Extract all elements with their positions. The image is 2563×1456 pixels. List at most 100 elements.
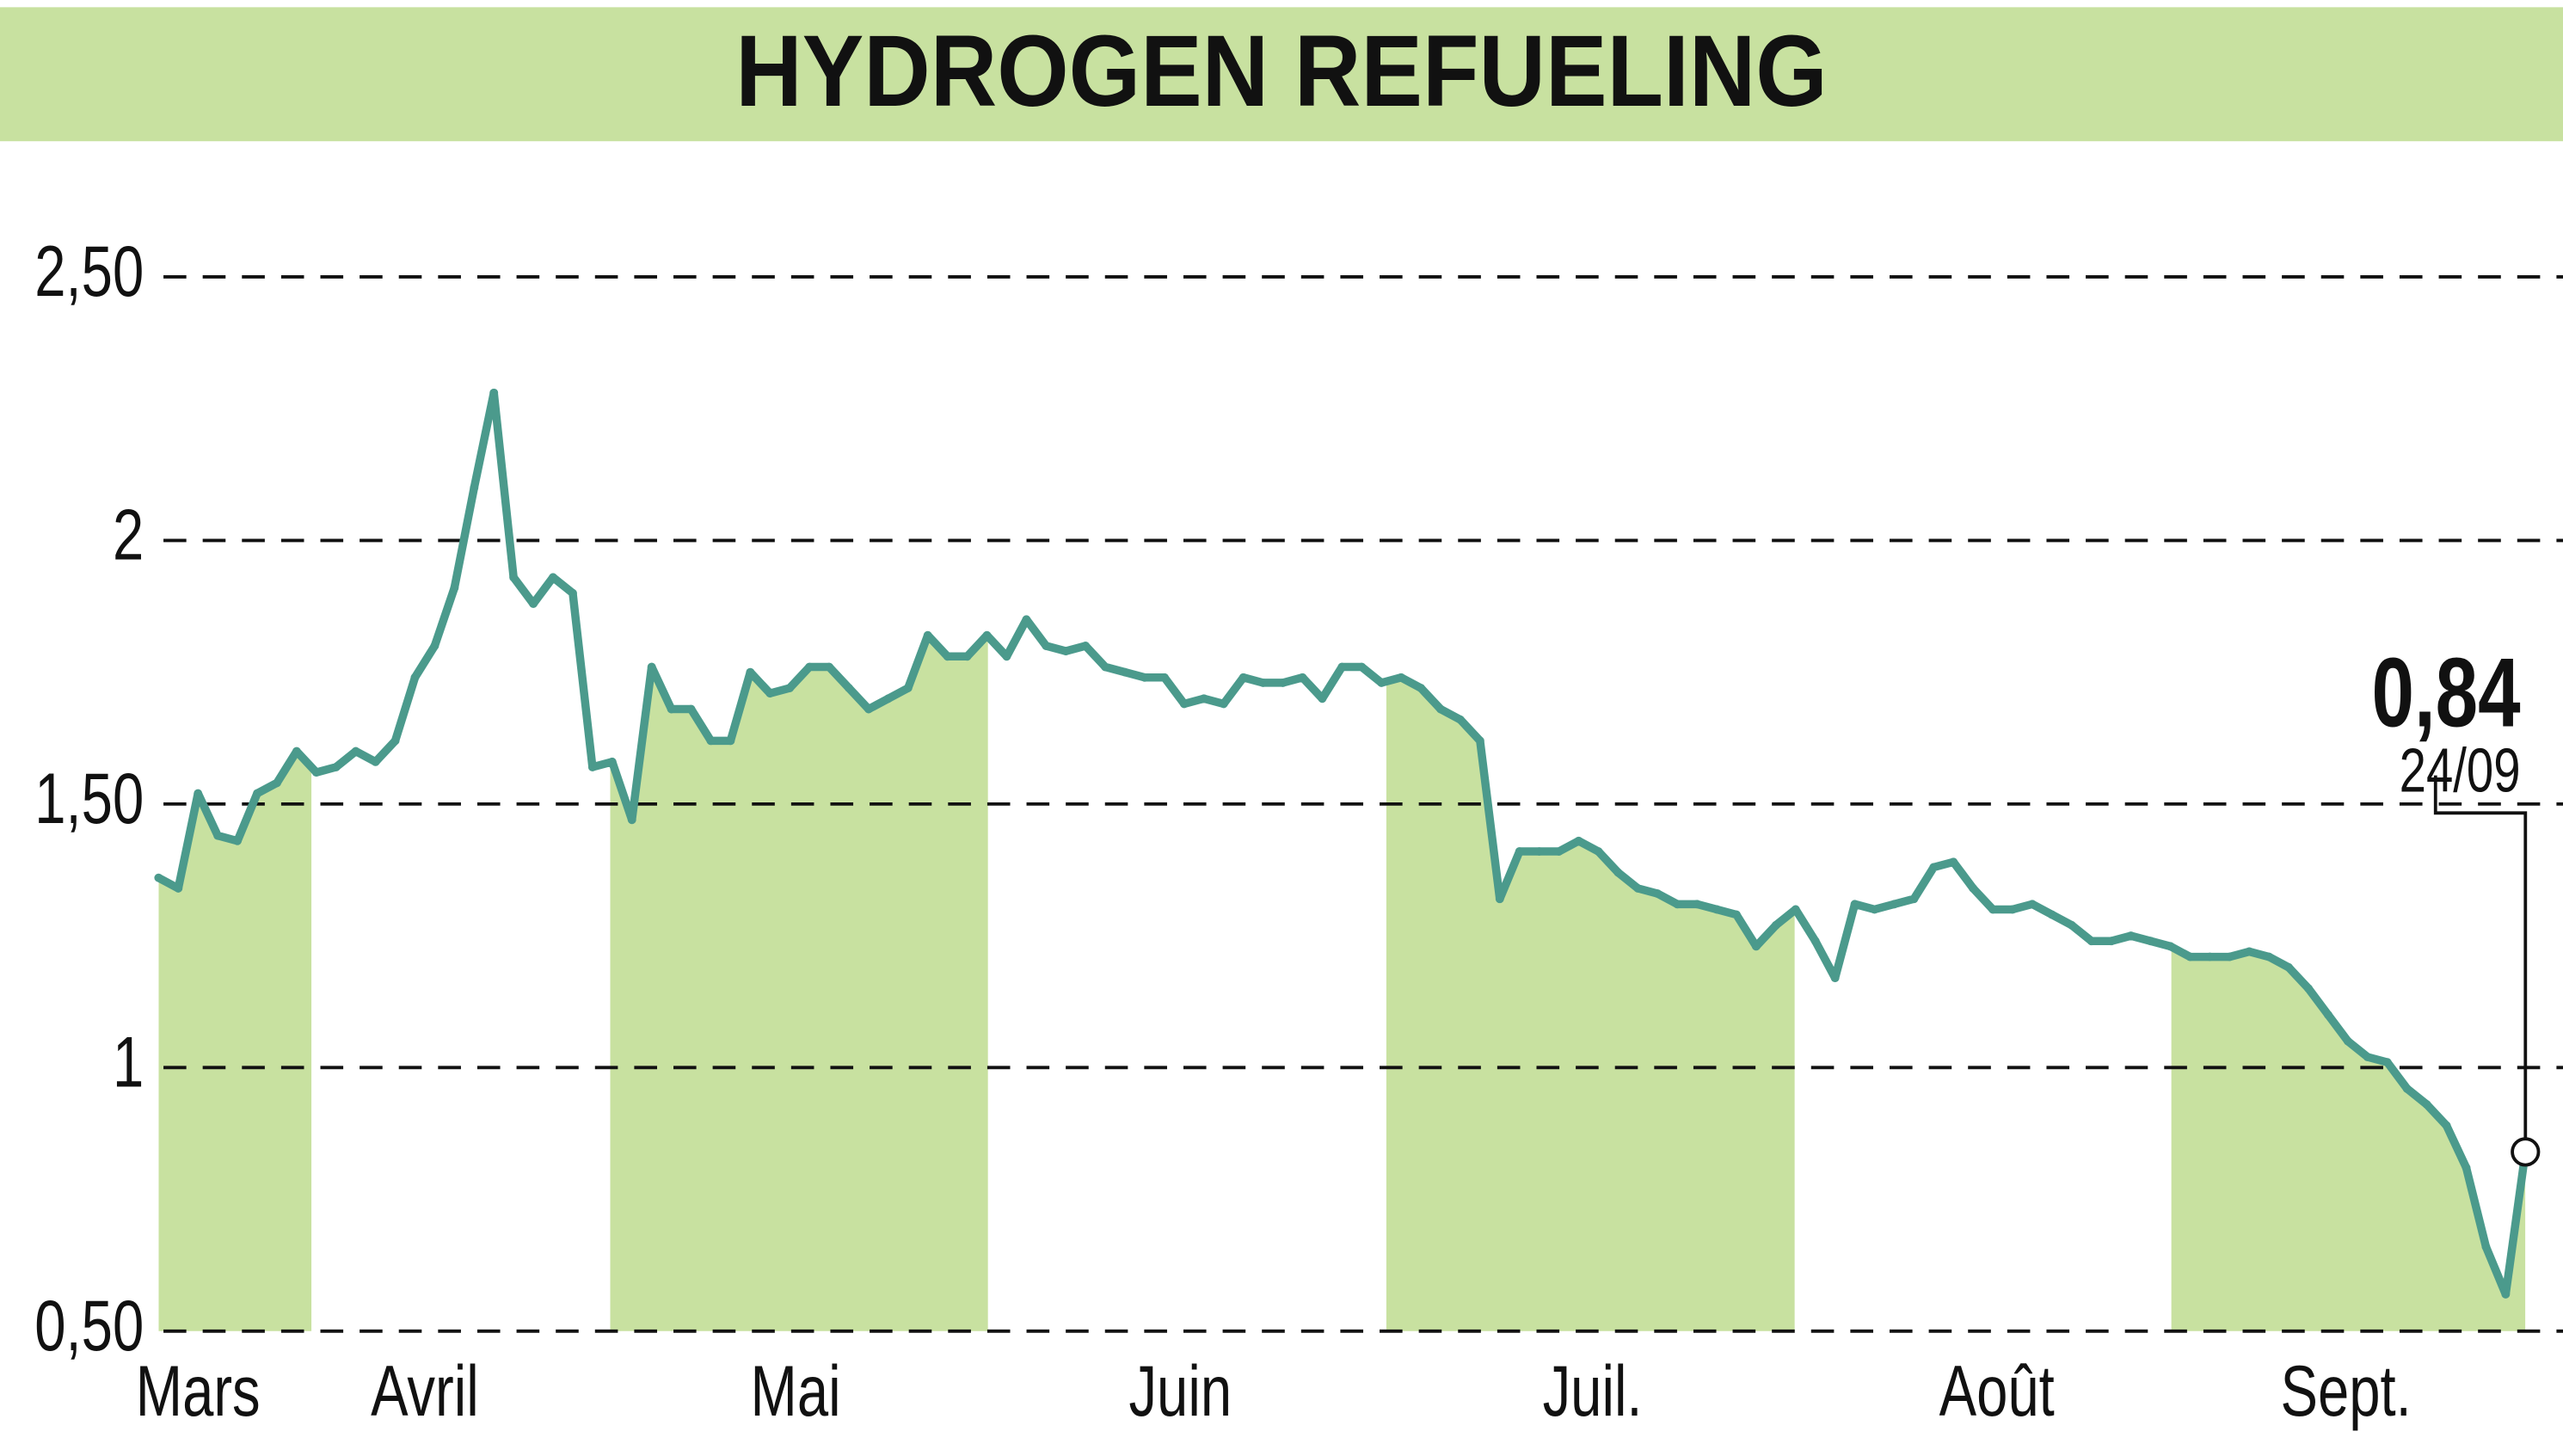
point: [2363, 1053, 2372, 1062]
point: [2245, 947, 2254, 956]
point: [2343, 1036, 2352, 1046]
point: [1909, 894, 1919, 904]
point: [213, 831, 223, 840]
point: [1278, 678, 1288, 687]
point: [903, 684, 913, 692]
point: [489, 388, 499, 397]
point: [2146, 937, 2155, 946]
point: [627, 815, 636, 825]
x-tick-label: Mai: [751, 1350, 841, 1431]
point: [1042, 642, 1051, 650]
point: [1969, 883, 1978, 893]
point: [2225, 952, 2234, 961]
point: [2028, 900, 2037, 909]
point: [2067, 920, 2076, 930]
point: [2501, 1289, 2511, 1299]
point: [765, 689, 775, 698]
point: [2481, 1242, 2491, 1251]
point: [311, 768, 321, 777]
point: [2106, 937, 2116, 946]
point: [2324, 1011, 2333, 1019]
point: [1929, 863, 1939, 872]
point: [1613, 868, 1623, 877]
point: [1693, 900, 1702, 909]
point: [1455, 715, 1465, 724]
x-tick-label: Sept.: [2280, 1350, 2411, 1431]
point: [351, 746, 360, 756]
point: [1298, 673, 1307, 682]
point: [1949, 857, 1958, 867]
point: [1436, 704, 1445, 714]
point: [706, 736, 716, 746]
last-value-label: 0,84: [2371, 637, 2520, 747]
point: [1475, 736, 1484, 746]
y-tick-label: 0,50: [34, 1285, 144, 1366]
point: [2422, 1100, 2431, 1109]
point: [1988, 905, 1998, 914]
point: [1159, 673, 1169, 682]
point: [982, 630, 992, 640]
point: [1002, 652, 1011, 661]
point: [667, 704, 676, 714]
point: [371, 757, 380, 766]
price-line: [157, 389, 2529, 1299]
point: [1771, 920, 1780, 930]
point: [292, 746, 301, 756]
title-banner: [0, 7, 2563, 142]
point: [845, 684, 853, 692]
point: [450, 583, 459, 593]
point: [1653, 889, 1663, 899]
point: [1061, 647, 1071, 656]
point: [1850, 900, 1859, 909]
point: [825, 662, 834, 672]
area: [158, 392, 2526, 1331]
point: [1238, 673, 1248, 682]
point: [549, 573, 557, 582]
point: [1495, 894, 1504, 904]
point: [1515, 847, 1524, 856]
point: [805, 662, 814, 672]
point: [1337, 662, 1347, 672]
x-tick-label: Juin: [1128, 1350, 1232, 1431]
point: [1574, 836, 1583, 845]
point: [1199, 694, 1208, 703]
point: [154, 873, 163, 882]
point: [1554, 847, 1564, 856]
point: [2047, 910, 2056, 919]
point: [1810, 937, 1820, 946]
point: [2402, 1084, 2412, 1093]
point: [1890, 900, 1899, 909]
point: [233, 836, 243, 845]
y-tick-label: 1: [113, 1022, 144, 1103]
point: [1022, 615, 1031, 624]
point: [943, 652, 952, 661]
point: [1377, 678, 1386, 687]
point: [1870, 905, 1879, 914]
point: [1397, 673, 1406, 682]
point: [1101, 662, 1110, 672]
chart-title: HYDROGEN REFUELING: [735, 14, 1828, 127]
point: [1081, 642, 1091, 650]
point: [1751, 942, 1761, 951]
point: [390, 736, 400, 746]
y-tick-label: 2,50: [34, 230, 144, 311]
point: [2185, 952, 2195, 961]
point: [1357, 662, 1367, 672]
point: [2126, 931, 2136, 941]
point: [883, 694, 893, 703]
point: [1121, 667, 1129, 677]
point: [962, 652, 972, 661]
point: [1534, 847, 1544, 856]
point: [2205, 952, 2215, 961]
point: [1417, 684, 1425, 692]
point: [2166, 942, 2175, 951]
point: [1830, 974, 1840, 983]
point: [923, 630, 932, 640]
point: [1258, 678, 1268, 687]
point: [2087, 937, 2096, 946]
point: [1219, 699, 1228, 709]
point: [470, 483, 479, 493]
y-tick-label: 2: [113, 495, 144, 575]
point: [2008, 905, 2017, 914]
